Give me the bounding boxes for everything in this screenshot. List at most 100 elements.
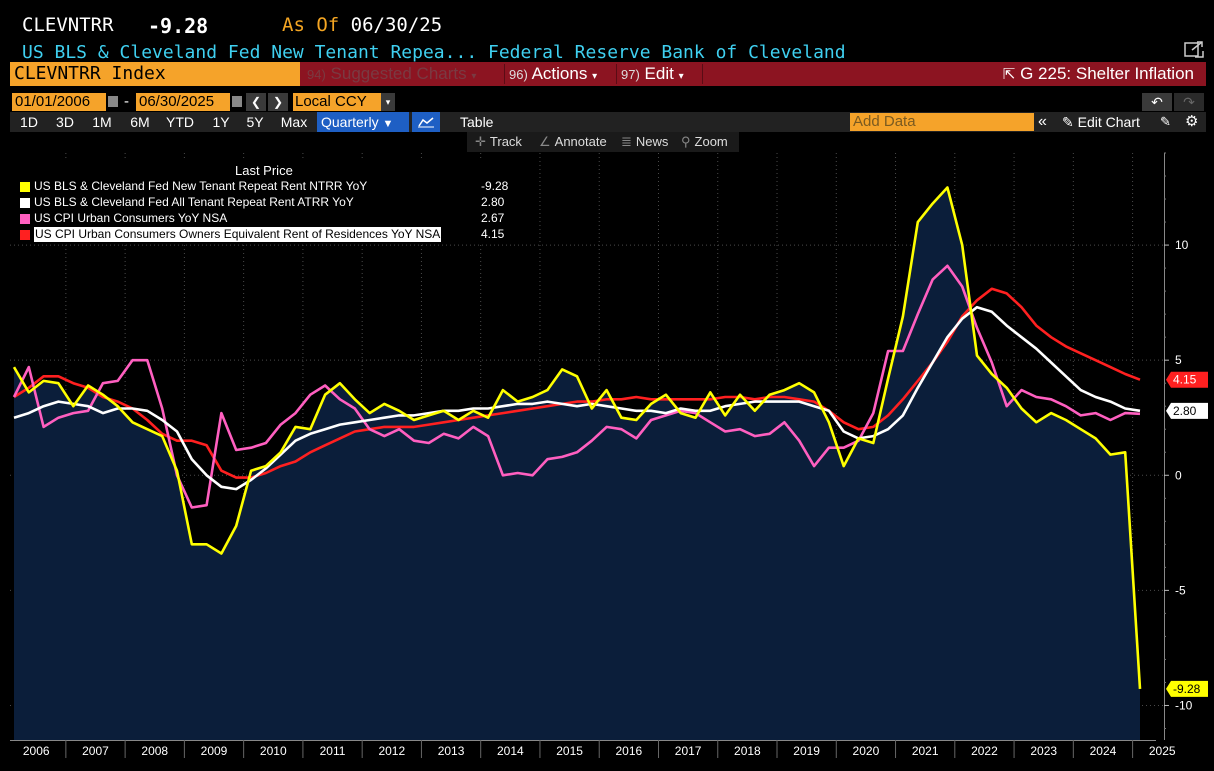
x-tick-label: 2016	[616, 744, 643, 758]
as-of: As Of 06/30/25	[282, 14, 442, 36]
legend-item[interactable]: US BLS & Cleveland Fed All Tenant Repeat…	[20, 195, 516, 210]
legend-value: -9.28	[481, 179, 509, 193]
annotate-button[interactable]: ∠ Annotate	[539, 132, 607, 152]
x-tick-label: 2018	[734, 744, 761, 758]
range-bar: 1D 3D 1M 6M YTD 1Y 5Y Max Quarterly ▼ Ta…	[10, 112, 1206, 132]
divider	[504, 64, 505, 84]
news-button[interactable]: ≣ News	[621, 132, 668, 152]
x-axis-band	[10, 740, 1164, 761]
external-link-icon: ⇱	[1002, 66, 1016, 83]
y-tick-label: 5	[1175, 353, 1182, 367]
calendar-icon[interactable]	[108, 96, 118, 107]
value-tag-bg	[1166, 402, 1208, 419]
range-5y[interactable]: 5Y	[246, 114, 264, 130]
periodicity-select[interactable]: Quarterly ▼	[317, 112, 409, 132]
zoom-button[interactable]: ⚲ Zoom	[681, 132, 728, 152]
date-dash: -	[124, 93, 129, 110]
divider	[702, 64, 703, 84]
undo-button[interactable]: ↶	[1142, 93, 1172, 111]
series-line	[12, 186, 1142, 689]
edit-label: Edit	[644, 64, 674, 83]
news-label: News	[635, 134, 669, 149]
redo-button[interactable]: ↷	[1174, 93, 1204, 111]
actions-button[interactable]: 96) Actions ▾	[509, 62, 597, 86]
currency-value: Local CCY	[295, 93, 367, 110]
chevron-down-icon: ▾	[678, 71, 684, 82]
range-max[interactable]: Max	[280, 114, 308, 130]
end-date-input[interactable]: 06/30/2025	[136, 93, 230, 111]
legend-item[interactable]: US CPI Urban Consumers YoY NSA 2.67	[20, 211, 516, 226]
range-ytd[interactable]: YTD	[166, 114, 194, 130]
legend-name: US CPI Urban Consumers Owners Equivalent…	[34, 227, 442, 242]
security-subtitle[interactable]: US BLS & Cleveland Fed New Tenant Repea.…	[22, 42, 846, 63]
currency-select[interactable]: Local CCY ▾	[293, 93, 395, 111]
value-tag-label: 4.15	[1173, 373, 1197, 387]
edit-num: 97)	[621, 67, 640, 82]
calendar-icon[interactable]	[232, 96, 242, 107]
edit-button[interactable]: 97) Edit ▾	[621, 62, 684, 86]
legend-item[interactable]: US BLS & Cleveland Fed New Tenant Repeat…	[20, 179, 516, 194]
legend-name: US BLS & Cleveland Fed All Tenant Repeat…	[34, 195, 354, 209]
x-tick-label: 2015	[556, 744, 583, 758]
edit-settings-icon[interactable]: ✎	[1160, 114, 1171, 129]
x-tick-label: 2024	[1090, 744, 1117, 758]
range-6m[interactable]: 6M	[130, 114, 150, 130]
launchpad-link[interactable]: ⇱ G 225: Shelter Inflation	[1003, 62, 1194, 86]
range-1m[interactable]: 1M	[92, 114, 112, 130]
value-tag: 2.80	[1166, 402, 1208, 419]
legend-swatch	[20, 214, 30, 224]
value-tag: -9.28	[1166, 680, 1208, 697]
start-date-input[interactable]: 01/01/2006	[12, 93, 106, 111]
pen-icon: ∠	[539, 134, 551, 149]
series-lines	[12, 186, 1142, 689]
chart-toolbar: ✛ Track ∠ Annotate ≣ News ⚲ Zoom	[467, 132, 739, 152]
series-line	[12, 264, 1141, 509]
legend-value: 2.67	[481, 211, 505, 225]
series-line	[13, 287, 1141, 479]
line-chart-icon[interactable]	[412, 112, 440, 132]
chart-legend[interactable]: Last Price US BLS & Cleveland Fed New Te…	[14, 158, 518, 244]
chevron-down-icon: ▾	[592, 71, 598, 82]
legend-title: Last Price	[235, 163, 293, 178]
x-tick-label: 2017	[675, 744, 702, 758]
zoom-label: Zoom	[694, 134, 728, 149]
legend-item[interactable]: US CPI Urban Consumers Owners Equivalent…	[20, 227, 516, 242]
popout-icon[interactable]	[1183, 40, 1205, 60]
x-tick-label: 2022	[971, 744, 998, 758]
x-tick-label: 2010	[260, 744, 287, 758]
suggested-charts-button[interactable]: 94) Suggested Charts ▾	[307, 62, 476, 86]
y-tick-label: -5	[1175, 583, 1186, 597]
y-axis: -10 -5 0 5 10	[1164, 152, 1193, 740]
table-button[interactable]: Table	[460, 114, 494, 130]
value-tag-label: -9.28	[1173, 682, 1201, 696]
divider	[616, 64, 617, 84]
command-bar: CLEVNTRR Index 94) Suggested Charts ▾ 96…	[10, 62, 1206, 86]
series-area	[14, 187, 1140, 740]
track-button[interactable]: ✛ Track	[475, 132, 522, 152]
actions-num: 96)	[509, 67, 528, 82]
range-1y[interactable]: 1Y	[212, 114, 230, 130]
legend-value: 2.80	[481, 195, 505, 209]
range-3d[interactable]: 3D	[56, 114, 74, 130]
pencil-icon: ✎	[1062, 114, 1074, 130]
edit-chart-button[interactable]: ✎ Edit Chart	[1062, 112, 1140, 132]
next-period-button[interactable]: ❯	[268, 93, 288, 111]
security-input[interactable]: CLEVNTRR Index	[10, 62, 300, 86]
x-tick-label: 2020	[853, 744, 880, 758]
x-tick-label: 2012	[378, 744, 405, 758]
ticker: CLEVNTRR	[22, 14, 114, 36]
collapse-icon[interactable]: «	[1038, 113, 1047, 130]
suggested-num: 94)	[307, 67, 326, 82]
annotate-label: Annotate	[554, 134, 607, 149]
as-of-date: 06/30/25	[350, 14, 443, 36]
crosshair-icon: ✛	[475, 134, 486, 149]
legend-name: US BLS & Cleveland Fed New Tenant Repeat…	[34, 179, 368, 193]
x-tick-label: 2023	[1030, 744, 1057, 758]
value-tag-label: 2.80	[1173, 404, 1197, 418]
gear-icon[interactable]: ⚙	[1185, 113, 1199, 130]
x-axis: 2006 2007 2008 2009 2010 2011 2012 2013 2014 2015…	[10, 740, 1176, 761]
prev-period-button[interactable]: ❮	[246, 93, 266, 111]
add-data-input[interactable]: Add Data	[850, 113, 1034, 131]
value-tags: 4.15 2.80 -9.28	[1166, 371, 1208, 697]
range-1d[interactable]: 1D	[20, 114, 38, 130]
